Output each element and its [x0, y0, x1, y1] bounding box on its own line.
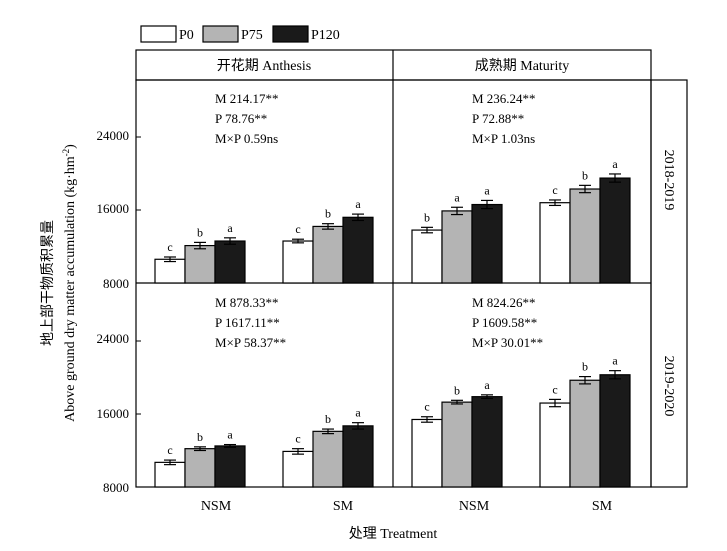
significance-letter-1-1-0: c: [552, 183, 557, 197]
y-tick-label-8000-mid: 8000: [103, 276, 129, 291]
significance-letter-1-0-1: a: [454, 190, 460, 204]
significance-letter-0-0-0: c: [167, 240, 172, 254]
stats-line-2-2: M×P 58.37**: [215, 335, 286, 350]
bar-p0-3-0: [411, 418, 443, 488]
significance-letter-3-0-2: a: [484, 378, 490, 392]
bar-p75-1-1: [569, 188, 601, 284]
stats-line-2-1: P 1617.11**: [215, 315, 280, 330]
bar-p120-0-1: [342, 216, 374, 284]
stats-line-1-1: P 72.88**: [472, 111, 524, 126]
stats-line-1-2: M×P 1.03ns: [472, 131, 535, 146]
significance-letter-2-1-0: c: [295, 432, 300, 446]
bar-p120-1-1: [599, 177, 631, 284]
bar-p75-0-1: [312, 225, 344, 284]
legend-swatch-p120: [272, 25, 309, 43]
bar-p120-2-0: [214, 445, 246, 488]
significance-letter-2-0-1: b: [197, 430, 203, 444]
significance-letter-0-0-1: b: [197, 225, 203, 239]
stats-line-3-2: M×P 30.01**: [472, 335, 543, 350]
x-tick-label-nsm-left: NSM: [201, 499, 232, 514]
bar-p120-1-0: [471, 203, 503, 284]
significance-letter-1-0-2: a: [484, 183, 490, 197]
bar-p0-2-1: [282, 450, 314, 488]
legend-label-p0: P0: [179, 28, 194, 43]
bar-p0-3-1: [539, 402, 571, 488]
significance-letter-3-1-2: a: [612, 354, 618, 368]
chart-marks: M 214.17** P 78.76** M×P 0.59ns c b a c b a M 236…: [136, 91, 631, 488]
significance-letter-0-1-2: a: [355, 197, 361, 211]
y-axis-label-main: Above ground dry matter accumulation (kg…: [63, 156, 78, 422]
significance-letter-1-1-1: b: [582, 168, 588, 182]
significance-letter-2-0-2: a: [227, 428, 233, 442]
x-tick-label-sm-right: SM: [592, 499, 613, 514]
bar-p0-0-0: [154, 258, 186, 284]
significance-letter-0-0-2: a: [227, 221, 233, 235]
stats-line-2-0: M 878.33**: [215, 295, 279, 310]
bar-p75-3-1: [569, 379, 601, 488]
y-axis: 24000 16000 8000 24000 16000 8000: [97, 128, 130, 495]
x-tick-label-sm-left: SM: [333, 499, 354, 514]
stats-line-0-2: M×P 0.59ns: [215, 131, 278, 146]
bar-p0-2-0: [154, 461, 186, 488]
legend-swatch-p0: [140, 25, 177, 43]
stats-line-3-0: M 824.26**: [472, 295, 536, 310]
significance-letter-2-1-1: b: [325, 412, 331, 426]
bar-p0-0-1: [282, 240, 314, 284]
bar-p0-1-0: [411, 229, 443, 284]
significance-letter-1-1-2: a: [612, 157, 618, 171]
stats-line-0-1: P 78.76**: [215, 111, 267, 126]
significance-letter-0-1-1: b: [325, 207, 331, 221]
y-tick-label-top-16000: 16000: [97, 201, 130, 216]
bar-p120-0-0: [214, 240, 246, 284]
bar-p120-3-1: [599, 374, 631, 488]
significance-letter-3-0-0: c: [424, 400, 429, 414]
bar-p75-2-0: [184, 448, 216, 488]
bar-p120-3-0: [471, 396, 503, 488]
significance-letter-3-0-1: b: [454, 383, 460, 397]
bar-p120-2-1: [342, 425, 374, 488]
significance-letter-3-1-0: c: [552, 382, 557, 396]
significance-letter-2-1-2: a: [355, 406, 361, 420]
significance-letter-2-0-0: c: [167, 443, 172, 457]
significance-letter-1-0-0: b: [424, 210, 430, 224]
y-axis-label-exponent: -2: [61, 149, 71, 157]
bar-p75-3-0: [441, 401, 473, 488]
y-tick-label-bottom-16000: 16000: [97, 406, 130, 421]
y-tick-label-top-24000: 24000: [97, 128, 130, 143]
significance-letter-0-1-0: c: [295, 222, 300, 236]
bar-p75-0-0: [184, 244, 216, 284]
y-axis-label-en: Above ground dry matter accumulation (kg…: [61, 144, 78, 422]
y-tick-label-bottom-8000: 8000: [103, 480, 129, 495]
y-tick-label-bottom-24000: 24000: [97, 331, 130, 346]
legend-swatch-p75: [202, 25, 239, 43]
row-header-2018-2019: 2018-2019: [661, 150, 676, 211]
column-header-anthesis: 开花期 Anthesis: [217, 58, 312, 74]
row-header-2019-2020: 2019-2020: [661, 356, 676, 417]
legend-label-p75: P75: [241, 28, 263, 43]
column-header-maturity: 成熟期 Maturity: [475, 58, 570, 74]
y-axis-label-close: ): [63, 144, 78, 149]
legend: P0 P75 P120: [140, 25, 340, 43]
x-tick-label-nsm-right: NSM: [459, 499, 490, 514]
year-strip: [650, 79, 688, 488]
bar-p75-1-0: [441, 210, 473, 284]
stats-line-3-1: P 1609.58**: [472, 315, 537, 330]
bar-p0-1-1: [539, 202, 571, 284]
legend-label-p120: P120: [311, 28, 340, 43]
stats-line-1-0: M 236.24**: [472, 91, 536, 106]
stats-line-0-0: M 214.17**: [215, 91, 279, 106]
bar-p75-2-1: [312, 430, 344, 488]
x-axis-label: 处理 Treatment: [349, 526, 438, 542]
significance-letter-3-1-1: b: [582, 360, 588, 374]
y-axis-label-cn: 地上部干物质积累量: [40, 220, 56, 346]
